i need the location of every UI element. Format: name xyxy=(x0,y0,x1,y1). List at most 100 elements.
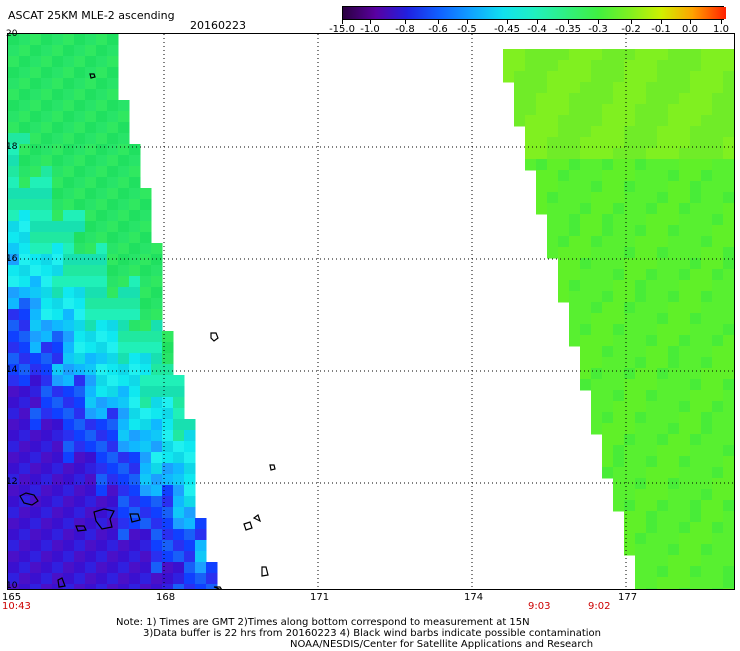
swath-cell xyxy=(635,544,647,556)
swath-cell xyxy=(635,445,647,457)
swath-cell xyxy=(679,258,691,270)
swath-cell xyxy=(162,364,174,376)
swath-cell xyxy=(140,342,152,354)
swath-cell xyxy=(96,89,108,101)
swath-cell xyxy=(734,93,735,105)
color-scale-tick xyxy=(568,20,569,24)
swath-cell xyxy=(624,467,636,479)
swath-cell xyxy=(734,467,735,479)
swath-cell xyxy=(690,291,702,303)
swath-cell xyxy=(712,313,724,325)
swath-cell xyxy=(734,192,735,204)
swath-cell xyxy=(129,265,141,277)
swath-cell xyxy=(85,551,97,563)
swath-cell xyxy=(679,335,691,347)
color-scale-label: -0.1 xyxy=(651,24,671,35)
swath-cell xyxy=(569,60,581,72)
swath-cell xyxy=(107,210,119,222)
swath-cell xyxy=(52,34,64,46)
swath-cell xyxy=(723,335,734,347)
swath-cell xyxy=(107,441,119,453)
swath-cell xyxy=(85,166,97,178)
swath-cell xyxy=(162,573,174,585)
swath-cell xyxy=(712,390,724,402)
swath-cell xyxy=(41,254,53,266)
swath-cell xyxy=(624,236,636,248)
swath-cell xyxy=(558,115,570,127)
swath-cell xyxy=(74,188,86,200)
swath-cell xyxy=(74,496,86,508)
swath-cell xyxy=(85,584,97,589)
swath-cell xyxy=(734,159,735,171)
swath-cell xyxy=(701,324,713,336)
swath-cell xyxy=(613,247,625,259)
swath-cell xyxy=(734,148,735,160)
swath-cell xyxy=(580,49,592,61)
swath-cell xyxy=(41,111,53,123)
swath-cell xyxy=(96,111,108,123)
swath-cell xyxy=(679,533,691,545)
lon-label-174: 174 xyxy=(464,592,484,603)
swath-cell xyxy=(63,364,75,376)
swath-cell xyxy=(734,324,735,336)
wind-mle-map[interactable] xyxy=(7,33,735,590)
swath-cell xyxy=(547,214,559,226)
swath-cell xyxy=(96,78,108,90)
swath-cell xyxy=(580,137,592,149)
swath-cell xyxy=(140,562,152,574)
swath-cell xyxy=(41,452,53,464)
swath-cell xyxy=(52,507,64,519)
swath-cell xyxy=(613,368,625,380)
swath-cell xyxy=(657,148,669,160)
swath-cell xyxy=(41,320,53,332)
swath-cell xyxy=(41,419,53,431)
swath-cell xyxy=(646,159,658,171)
swath-cell xyxy=(646,346,658,358)
swath-cell xyxy=(701,269,713,281)
swath-cell xyxy=(536,71,548,83)
swath-cell xyxy=(712,115,724,127)
color-scale-tick xyxy=(438,20,439,24)
swath-cell xyxy=(118,100,130,112)
swath-cell xyxy=(19,485,31,497)
swath-cell xyxy=(690,170,702,182)
swath-cell xyxy=(74,375,86,387)
swath-cell xyxy=(679,302,691,314)
swath-cell xyxy=(162,529,174,541)
swath-cell xyxy=(679,236,691,248)
swath-cell xyxy=(184,529,196,541)
swath-cell xyxy=(30,474,42,486)
swath-cell xyxy=(701,236,713,248)
swath-cell xyxy=(63,210,75,222)
swath-cell xyxy=(52,430,64,442)
swath-cell xyxy=(63,276,75,288)
swath-cell xyxy=(591,280,603,292)
swath-cell xyxy=(19,166,31,178)
swath-cell xyxy=(690,247,702,259)
swath-cell xyxy=(734,335,735,347)
swath-cell xyxy=(118,386,130,398)
swath-cell xyxy=(195,573,207,585)
swath-cell xyxy=(591,236,603,248)
swath-cell xyxy=(151,287,163,299)
swath-cell xyxy=(30,166,42,178)
swath-cell xyxy=(723,181,734,193)
swath-cell xyxy=(41,573,53,585)
swath-cell xyxy=(591,269,603,281)
swath-cell xyxy=(8,78,20,90)
swath-cell xyxy=(96,375,108,387)
swath-cell xyxy=(173,496,185,508)
swath-cell xyxy=(668,280,680,292)
swath-cell xyxy=(580,368,592,380)
swath-cell xyxy=(712,423,724,435)
swath-cell xyxy=(162,375,174,387)
swath-cell xyxy=(41,78,53,90)
swath-cell xyxy=(8,397,20,409)
swath-cell xyxy=(646,423,658,435)
swath-cell xyxy=(30,100,42,112)
swath-cell xyxy=(690,500,702,512)
swath-cell xyxy=(96,144,108,156)
swath-cell xyxy=(41,122,53,134)
swath-cell xyxy=(85,573,97,585)
swath-cell xyxy=(19,518,31,530)
